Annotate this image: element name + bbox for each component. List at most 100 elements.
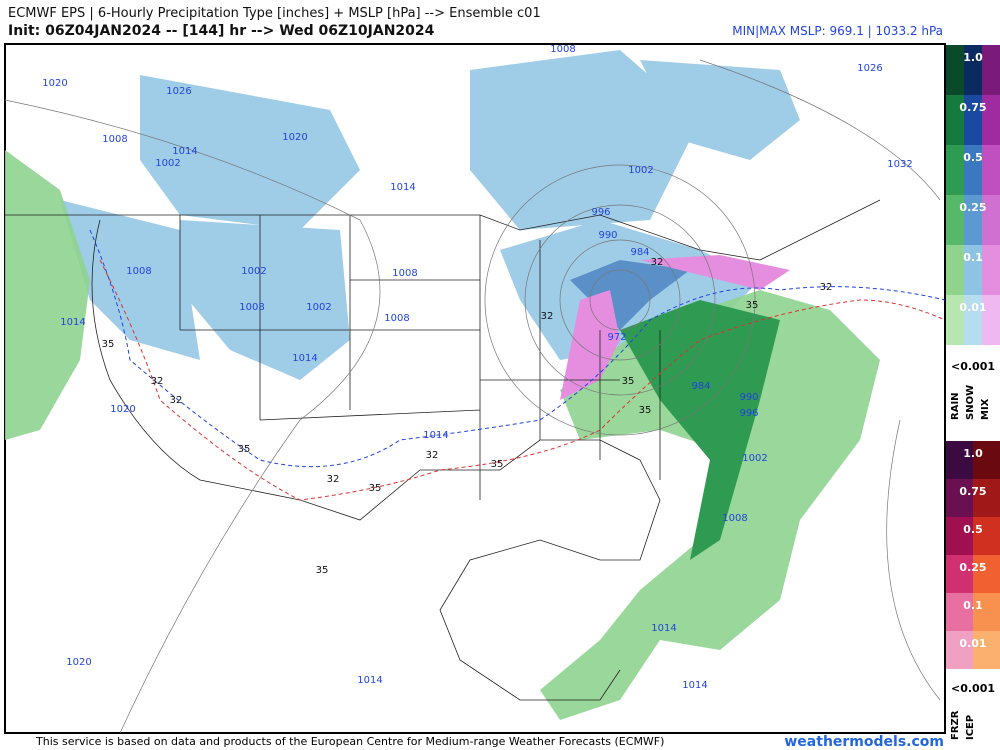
thickness-label: 32 bbox=[541, 311, 554, 322]
isobar-label: 1026 bbox=[166, 86, 191, 97]
site-link[interactable]: weathermodels.com bbox=[784, 734, 944, 750]
title: ECMWF EPS | 6-Hourly Precipitation Type … bbox=[8, 6, 541, 21]
legend-level: 1.0 bbox=[963, 447, 983, 460]
legend-level: 0.5 bbox=[963, 151, 983, 164]
isobar-label: 1020 bbox=[66, 657, 91, 668]
legend-swatch bbox=[982, 45, 1000, 95]
legend-swatch bbox=[973, 555, 1000, 593]
legend-level: 0.75 bbox=[959, 101, 986, 114]
legend-swatch bbox=[973, 631, 1000, 669]
isobar-label: 1002 bbox=[241, 266, 266, 277]
legend-swatch bbox=[946, 555, 973, 593]
isobar-label: 996 bbox=[591, 207, 610, 218]
isobar-label: 1020 bbox=[282, 132, 307, 143]
isobar-label: 984 bbox=[630, 247, 649, 258]
isobar-label: 1008 bbox=[126, 266, 151, 277]
thickness-label: 35 bbox=[746, 300, 759, 311]
legend-level: 0.01 bbox=[959, 637, 986, 650]
isobar-label: 1014 bbox=[682, 680, 707, 691]
legend-swatch bbox=[982, 245, 1000, 295]
isobar-label: 1026 bbox=[857, 63, 882, 74]
isobar-label: 1014 bbox=[357, 675, 382, 686]
legend-swatch bbox=[973, 479, 1000, 517]
isobar-label: 1002 bbox=[155, 158, 180, 169]
thickness-label: 32 bbox=[151, 376, 164, 387]
legend-swatch bbox=[973, 517, 1000, 555]
legend-type: SNOW bbox=[965, 385, 976, 420]
thickness-label: 35 bbox=[622, 376, 635, 387]
isobar-label: 1008 bbox=[384, 313, 409, 324]
isobar-label: 1002 bbox=[742, 453, 767, 464]
legend-level: 0.01 bbox=[959, 301, 986, 314]
init-time: Init: 06Z04JAN2024 -- [144] hr --> Wed 0… bbox=[8, 23, 435, 39]
isobar-label: 1032 bbox=[887, 159, 912, 170]
isobar-label: 990 bbox=[739, 392, 758, 403]
legend-type: FRZR bbox=[950, 710, 961, 740]
isobar-label: 1002 bbox=[628, 165, 653, 176]
legend-level: 0.1 bbox=[963, 251, 983, 264]
thickness-label: 35 bbox=[102, 339, 115, 350]
legend-level: 1.0 bbox=[963, 51, 983, 64]
legend-swatch bbox=[946, 441, 973, 479]
legend-swatch bbox=[946, 295, 964, 345]
legend-type: RAIN bbox=[950, 392, 961, 420]
legend: 1.0 0.75 0.5 0.25 0.1 0.01 <0.001 RAIN SNOW MIX 1.… bbox=[946, 45, 1000, 740]
legend-swatch bbox=[964, 295, 982, 345]
isobar-label: 996 bbox=[739, 408, 758, 419]
legend-swatch bbox=[973, 441, 1000, 479]
thickness-label: 35 bbox=[369, 483, 382, 494]
legend-swatch bbox=[973, 593, 1000, 631]
legend-swatch bbox=[946, 593, 973, 631]
legend-level: 0.75 bbox=[959, 485, 986, 498]
isobar-label: 1008 bbox=[722, 513, 747, 524]
isobar-label: 1020 bbox=[110, 404, 135, 415]
legend-level: 0.1 bbox=[963, 599, 983, 612]
legend-swatch bbox=[946, 631, 973, 669]
rain-area bbox=[5, 150, 880, 720]
legend-swatch bbox=[946, 517, 973, 555]
isobar-label: 1014 bbox=[651, 623, 676, 634]
thickness-label: 32 bbox=[426, 450, 439, 461]
legend-swatch bbox=[982, 95, 1000, 145]
thickness-label: 35 bbox=[491, 459, 504, 470]
legend-swatch bbox=[946, 479, 973, 517]
legend-floor: <0.001 bbox=[951, 360, 995, 373]
isobar-label: 990 bbox=[598, 230, 617, 241]
legend-swatch bbox=[964, 45, 982, 95]
legend-swatch bbox=[946, 245, 964, 295]
mslp-range: MIN|MAX MSLP: 969.1 | 1033.2 hPa bbox=[732, 24, 943, 38]
credit: This service is based on data and produc… bbox=[35, 735, 664, 748]
isobar-label: 1014 bbox=[423, 430, 448, 441]
legend-level: 0.25 bbox=[959, 201, 986, 214]
thickness-label: 35 bbox=[316, 565, 329, 576]
isobar-label: 1014 bbox=[172, 146, 197, 157]
mix-area bbox=[560, 255, 790, 400]
thickness-lines bbox=[89, 229, 946, 501]
thickness-label: 32 bbox=[327, 474, 340, 485]
isobar-label: 972 bbox=[607, 332, 626, 343]
isobars bbox=[4, 59, 941, 734]
legend-swatch bbox=[946, 195, 964, 245]
thickness-label: 35 bbox=[238, 444, 251, 455]
legend-type: MIX bbox=[980, 398, 991, 420]
legend-swatch bbox=[946, 145, 964, 195]
isobar-label: 1002 bbox=[306, 302, 331, 313]
isobar-label: 1014 bbox=[60, 317, 85, 328]
legend-swatch bbox=[964, 195, 982, 245]
legend-swatch bbox=[946, 95, 964, 145]
legend-swatch bbox=[946, 45, 964, 95]
isobar-label: 1014 bbox=[390, 182, 415, 193]
thickness-label: 32 bbox=[170, 395, 183, 406]
isobar-label: 1020 bbox=[42, 78, 67, 89]
legend-floor: <0.001 bbox=[951, 682, 995, 695]
isobar-label: 1008 bbox=[102, 134, 127, 145]
isobar-label: 1008 bbox=[392, 268, 417, 279]
thickness-label: 32 bbox=[651, 257, 664, 268]
legend-level: 0.25 bbox=[959, 561, 986, 574]
isobar-label: 1008 bbox=[550, 44, 575, 55]
legend-type: ICEP bbox=[965, 715, 976, 740]
